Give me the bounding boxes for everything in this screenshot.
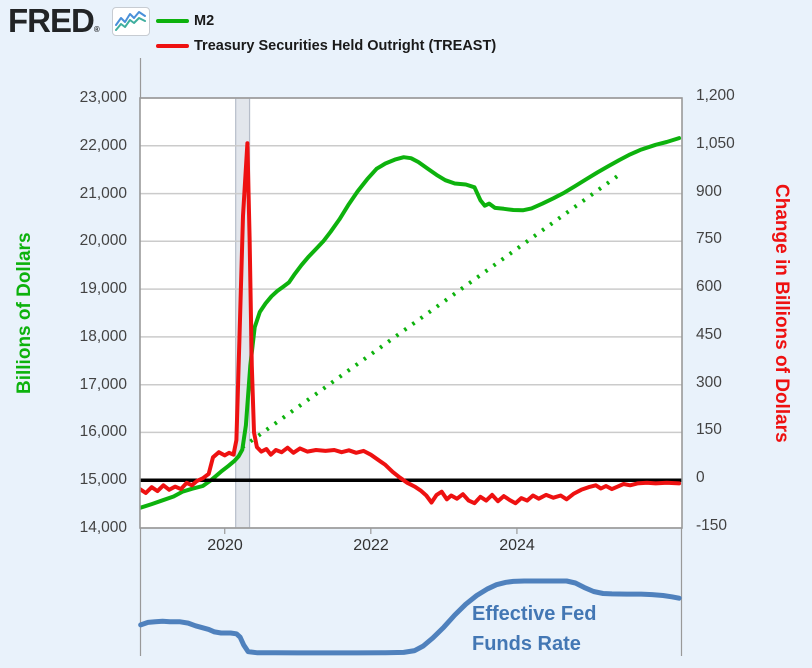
y-left-tick-18,000: 18,000 [79, 328, 127, 345]
m2-line-swatch [156, 19, 189, 23]
y-right-tick-750: 750 [696, 230, 722, 247]
right-axis-title: Change in Billions of Dollars [771, 183, 792, 443]
y-right-tick-450: 450 [696, 326, 722, 343]
y-right-tick-150: 150 [696, 421, 722, 438]
chart-legend: M2 Treasury Securities Held Outright (TR… [156, 12, 496, 55]
fed-funds-rate-annotation: Effective Fed Funds Rate [472, 599, 596, 659]
y-right-tick-300: 300 [696, 374, 722, 391]
fred-logo-text: FRED [8, 2, 95, 39]
icon-line-teal [115, 17, 146, 31]
fed-funds-annotation-line2: Funds Rate [472, 633, 581, 655]
series-effective-fed-funds-rate [138, 578, 682, 656]
y-left-tick-14,000: 14,000 [79, 519, 127, 536]
plot-border [139, 97, 683, 529]
y-right-tick-1,200: 1,200 [696, 87, 735, 104]
fed-funds-annotation-line1: Effective Fed [472, 603, 597, 625]
y-right-tick-1,050: 1,050 [696, 135, 735, 152]
y-right-tick--150: -150 [696, 517, 728, 534]
x-tick-2020: 2020 [207, 537, 243, 554]
x-tick-2024: 2024 [499, 537, 535, 554]
series-treasury-securities-held-outright-treast-change [140, 141, 682, 506]
fred-registered-mark: ® [93, 25, 100, 34]
fred-logo[interactable]: FRED® [8, 2, 100, 40]
y-left-tick-16,000: 16,000 [79, 423, 127, 440]
x-tick-2022: 2022 [353, 537, 389, 554]
legend-item-treast: Treasury Securities Held Outright (TREAS… [156, 37, 496, 55]
y-right-tick-900: 900 [696, 183, 722, 200]
y-right-tick-600: 600 [696, 278, 722, 295]
y-left-tick-21,000: 21,000 [79, 185, 127, 202]
treast-line-swatch [156, 44, 189, 48]
y-left-tick-20,000: 20,000 [79, 232, 127, 249]
icon-line-blue [115, 11, 146, 26]
y-left-tick-19,000: 19,000 [79, 280, 127, 297]
y-left-tick-23,000: 23,000 [79, 89, 127, 106]
left-axis-title: Billions of Dollars [14, 232, 35, 394]
series-m2-pre-pandemic-trend-dotted- [241, 174, 619, 449]
legend-item-m2: M2 [156, 12, 496, 30]
legend-label-m2: M2 [194, 13, 215, 29]
y-right-tick-0: 0 [696, 469, 705, 486]
y-left-tick-15,000: 15,000 [79, 471, 127, 488]
y-left-tick-17,000: 17,000 [79, 376, 127, 393]
plot-background [140, 98, 682, 528]
legend-label-treast: Treasury Securities Held Outright (TREAS… [194, 38, 497, 54]
y-left-tick-22,000: 22,000 [79, 137, 127, 154]
series-m2 [140, 136, 682, 510]
fred-sparkline-icon [112, 7, 150, 36]
